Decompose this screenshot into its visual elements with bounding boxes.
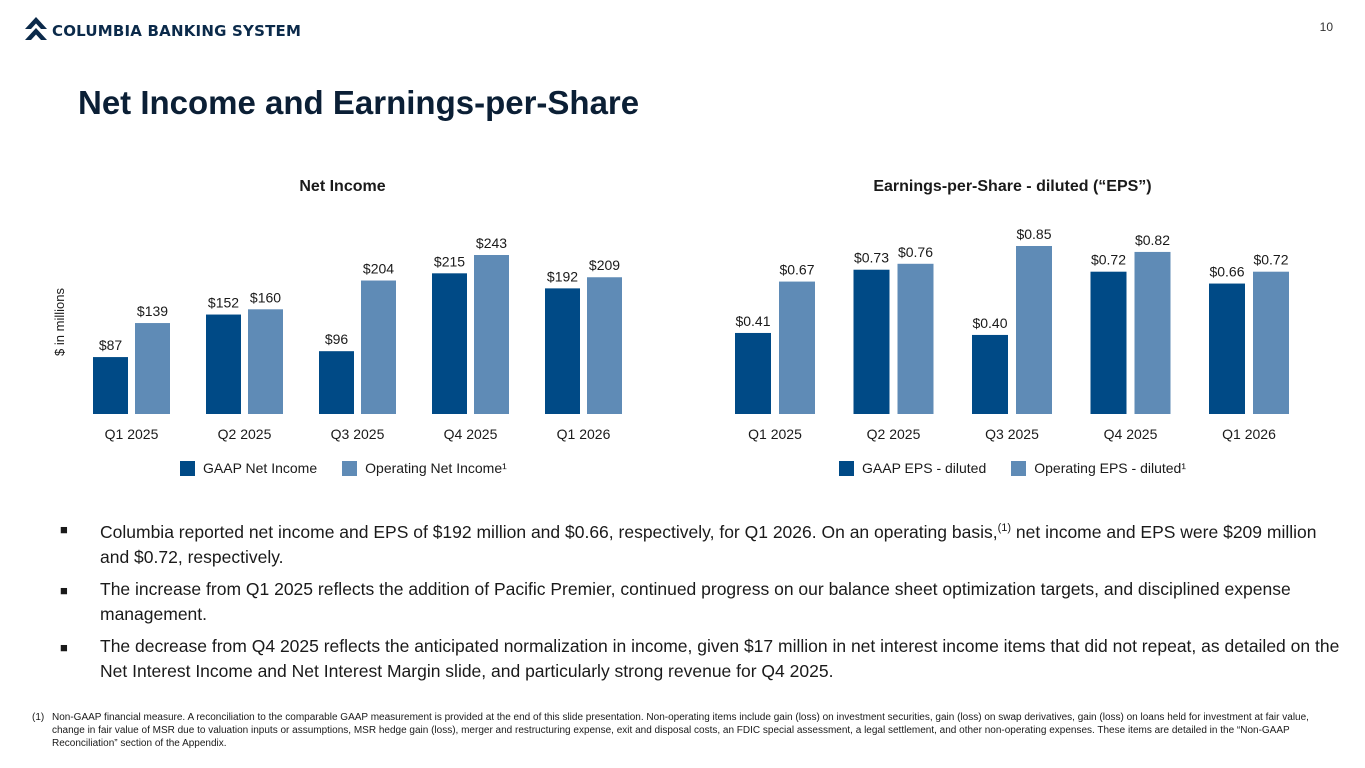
net-income-y-axis-label: $ in millions: [52, 288, 67, 356]
eps-data-label: $0.72: [1091, 252, 1126, 268]
net-income-bar-operating: [587, 277, 622, 414]
net-income-x-tick-label: Q4 2025: [444, 426, 498, 442]
legend-label-gaap-eps: GAAP EPS - diluted: [862, 460, 987, 476]
legend-item-operating-net-income: Operating Net Income¹: [342, 460, 507, 476]
eps-bar-operating: [1016, 246, 1052, 414]
net-income-data-label: $215: [434, 253, 465, 269]
eps-chart-title: Earnings-per-Share - diluted (“EPS”): [873, 178, 1152, 195]
eps-data-label: $0.41: [735, 313, 770, 329]
net-income-data-label: $204: [363, 261, 394, 277]
bullet-square-icon: ■: [60, 522, 68, 537]
eps-bar-gaap: [1090, 271, 1127, 414]
eps-legend: GAAP EPS - diluted Operating EPS - dilut…: [839, 460, 1211, 476]
legend-item-gaap-eps: GAAP EPS - diluted: [839, 460, 986, 476]
eps-x-tick-label: Q2 2025: [867, 426, 921, 442]
bullet-item: ■ The increase from Q1 2025 reflects the…: [60, 577, 1340, 627]
eps-x-tick-label: Q1 2026: [1222, 426, 1276, 442]
footnote-text: Non-GAAP financial measure. A reconcilia…: [52, 712, 1309, 749]
legend-item-gaap-net-income: GAAP Net Income: [180, 460, 317, 476]
bullet-item: ■ The decrease from Q4 2025 reflects the…: [60, 634, 1340, 684]
commentary-bullets: ■ Columbia reported net income and EPS o…: [60, 516, 1340, 691]
legend-label-operating-eps: Operating EPS - diluted¹: [1034, 460, 1186, 476]
net-income-x-tick-label: Q1 2026: [557, 426, 611, 442]
net-income-x-tick-label: Q2 2025: [218, 426, 272, 442]
net-income-bar-gaap: [432, 273, 467, 414]
net-income-data-label: $192: [547, 268, 578, 284]
footnote: (1) Non-GAAP financial measure. A reconc…: [32, 711, 1322, 750]
net-income-data-label: $96: [325, 331, 349, 347]
charts-canvas: $ in millions $87 $139 Q1 2025 $152 $160 Q2 2…: [52, 226, 1289, 442]
eps-bar-gaap: [853, 269, 890, 414]
eps-data-label: $0.72: [1253, 252, 1288, 268]
bullet-item: ■ Columbia reported net income and EPS o…: [60, 516, 1340, 570]
net-income-bar-operating: [474, 255, 509, 414]
eps-bar-gaap: [735, 332, 771, 414]
eps-data-label: $0.73: [854, 250, 889, 266]
eps-data-label: $0.66: [1209, 264, 1244, 280]
legend-label-gaap-net-income: GAAP Net Income: [203, 460, 318, 476]
page-title: Net Income and Earnings-per-Share: [78, 84, 640, 121]
net-income-data-label: $160: [250, 289, 281, 305]
legend-swatch-gaap-eps: [839, 460, 854, 476]
net-income-bar-operating: [248, 309, 283, 414]
bullet-text-cont: net income and EPS were $209 million and…: [100, 521, 1317, 567]
eps-bar-operating: [1253, 271, 1289, 414]
net-income-bar-gaap: [319, 351, 354, 414]
net-income-bar-gaap: [545, 288, 580, 414]
eps-x-tick-label: Q3 2025: [985, 426, 1039, 442]
eps-data-label: $0.85: [1016, 226, 1051, 242]
eps-data-label: $0.67: [779, 262, 814, 278]
net-income-chart: $87 $139 Q1 2025 $152 $160 Q2 2025 $96 $204 Q3 2…: [93, 235, 622, 442]
net-income-bar-operating: [135, 323, 170, 414]
eps-x-tick-label: Q4 2025: [1104, 426, 1158, 442]
legend-item-operating-eps: Operating EPS - diluted¹: [1011, 460, 1186, 476]
legend-swatch-operating: [342, 460, 358, 476]
legend-label-operating-net-income: Operating Net Income¹: [365, 460, 507, 476]
bullet-square-icon: ■: [60, 639, 68, 655]
eps-data-label: $0.82: [1135, 232, 1170, 248]
eps-data-label: $0.76: [898, 244, 933, 260]
logo-chevron-icon: [25, 17, 47, 40]
net-income-data-label: $209: [589, 257, 620, 273]
eps-bar-operating: [1134, 251, 1171, 414]
eps-chart: $0.41 $0.67 Q1 2025 $0.73 $0.76 Q2 2025 $0.40 $…: [735, 226, 1289, 442]
eps-bar-operating: [779, 281, 815, 414]
eps-bar-gaap: [1209, 283, 1245, 414]
net-income-x-tick-label: Q1 2025: [105, 426, 159, 442]
bullet-text: The decrease from Q4 2025 reflects the a…: [100, 635, 1340, 681]
net-income-data-label: $243: [476, 235, 507, 251]
net-income-bar-gaap: [93, 357, 128, 414]
logo-text: COLUMBIA BANKING SYSTEM: [52, 22, 302, 40]
bullet-square-icon: ■: [60, 582, 68, 598]
company-logo: COLUMBIA BANKING SYSTEM: [24, 16, 301, 46]
legend-swatch-operating-eps: [1011, 460, 1027, 476]
net-income-legend: GAAP Net Income Operating Net Income¹: [180, 460, 532, 476]
net-income-chart-title: Net Income: [299, 178, 386, 195]
footnote-ref: (1): [997, 522, 1012, 534]
net-income-data-label: $139: [137, 303, 168, 319]
footnote-mark: (1): [32, 712, 45, 723]
page-number: 10: [1319, 20, 1333, 34]
net-income-bar-operating: [361, 280, 396, 414]
net-income-data-label: $87: [99, 337, 123, 353]
legend-swatch-gaap: [180, 460, 195, 476]
net-income-x-tick-label: Q3 2025: [331, 426, 385, 442]
bullet-text: The increase from Q1 2025 reflects the a…: [100, 578, 1291, 624]
eps-data-label: $0.40: [972, 315, 1007, 331]
eps-x-tick-label: Q1 2025: [748, 426, 802, 442]
net-income-bar-gaap: [206, 314, 241, 414]
bullet-text: Columbia reported net income and EPS of …: [100, 521, 998, 542]
eps-bar-gaap: [972, 334, 1008, 414]
net-income-data-label: $152: [208, 295, 239, 311]
eps-bar-operating: [897, 263, 934, 414]
